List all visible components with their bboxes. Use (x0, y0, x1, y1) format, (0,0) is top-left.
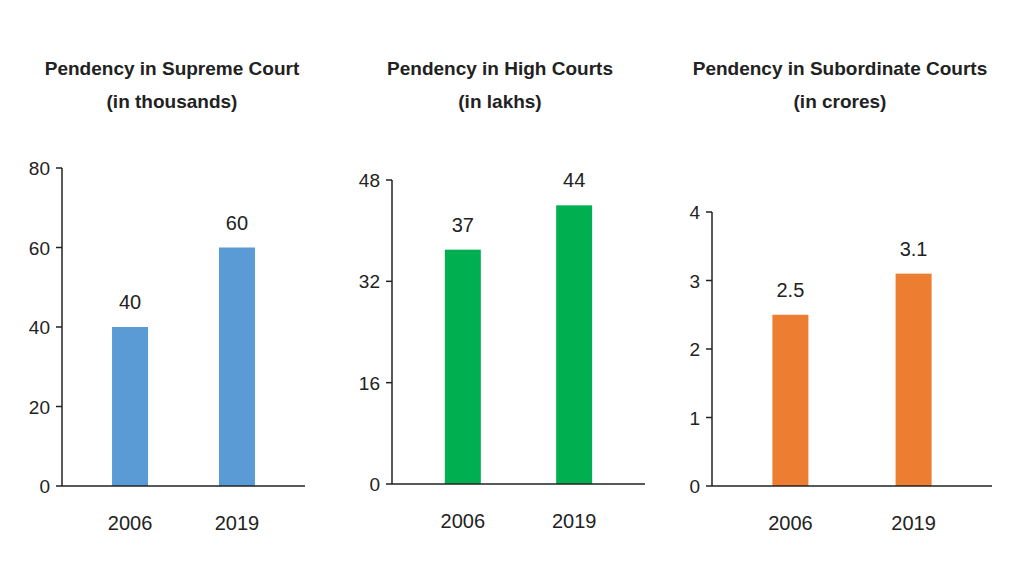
y-tick (386, 382, 392, 384)
y-tick (56, 485, 62, 487)
y-tick (706, 348, 712, 350)
chart-subtitle: (in lakhs) (458, 91, 541, 112)
y-tick (706, 417, 712, 419)
data-label: 40 (119, 291, 141, 313)
bar (896, 274, 932, 486)
y-tick-label: 48 (359, 170, 380, 191)
data-label: 60 (226, 212, 248, 234)
x-axis (62, 485, 305, 487)
y-tick-label: 16 (359, 373, 380, 394)
x-axis (712, 485, 992, 487)
x-tick-label: 2019 (552, 510, 597, 532)
chart: Pendency in Subordinate Courts (in crores… (689, 58, 992, 534)
y-tick-label: 60 (29, 238, 50, 259)
y-tick (386, 179, 392, 181)
y-tick (706, 280, 712, 282)
y-tick-label: 80 (29, 158, 50, 179)
canvas: Pendency in Supreme Court (in thousands) 4… (0, 0, 1024, 576)
y-tick-label: 4 (689, 202, 700, 223)
bar (772, 315, 808, 486)
y-tick-label: 0 (39, 476, 50, 497)
bars (112, 248, 255, 487)
x-axis (392, 483, 645, 485)
y-axis (391, 180, 393, 484)
x-tick-label: 2006 (768, 512, 813, 534)
chart-title: Pendency in Subordinate Courts (693, 58, 988, 79)
y-tick (56, 247, 62, 249)
y-tick-label: 32 (359, 271, 380, 292)
bar (556, 205, 592, 484)
x-tick-label: 2019 (215, 512, 260, 534)
chart: Pendency in Supreme Court (in thousands) 4… (29, 58, 305, 534)
y-tick (56, 167, 62, 169)
chart-subtitle: (in thousands) (107, 91, 238, 112)
y-tick (56, 326, 62, 328)
x-tick-label: 2006 (441, 510, 486, 532)
y-tick (386, 483, 392, 485)
page: {"chart_data": [ {"type": "bar", "title"… (0, 0, 1024, 576)
chart-title: Pendency in Supreme Court (45, 58, 300, 79)
y-tick (706, 485, 712, 487)
y-tick-label: 40 (29, 317, 50, 338)
bar (219, 248, 255, 487)
y-tick-label: 1 (689, 408, 700, 429)
data-label: 2.5 (776, 279, 804, 301)
chart-subtitle: (in crores) (794, 91, 887, 112)
chart-title: Pendency in High Courts (387, 58, 613, 79)
y-tick-label: 0 (689, 476, 700, 497)
data-label: 37 (452, 214, 474, 236)
y-tick-label: 20 (29, 397, 50, 418)
y-tick-label: 0 (369, 474, 380, 495)
bars (772, 274, 931, 486)
y-tick-label: 2 (689, 339, 700, 360)
data-label: 44 (563, 169, 585, 191)
bar (445, 250, 481, 484)
y-tick-label: 3 (689, 271, 700, 292)
y-tick (386, 281, 392, 283)
chart: Pendency in High Courts (in lakhs) 37 44 0 16… (359, 58, 645, 532)
y-tick (56, 406, 62, 408)
x-tick-label: 2019 (891, 512, 936, 534)
x-tick-label: 2006 (108, 512, 153, 534)
bar (112, 327, 148, 486)
y-tick (706, 211, 712, 213)
bars (445, 205, 592, 484)
data-label: 3.1 (900, 238, 928, 260)
